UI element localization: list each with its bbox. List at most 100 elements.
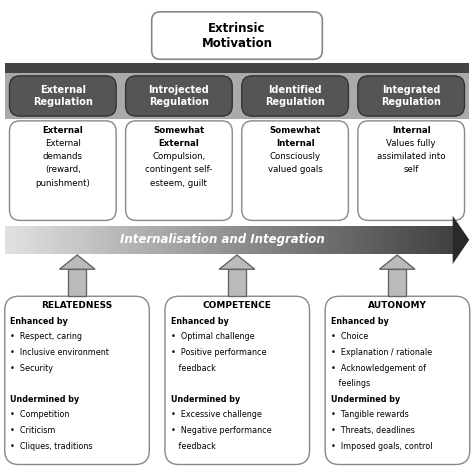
- Polygon shape: [201, 226, 207, 254]
- Polygon shape: [33, 226, 39, 254]
- Polygon shape: [329, 226, 336, 254]
- Polygon shape: [195, 226, 201, 254]
- Text: •  Respect, caring: • Respect, caring: [10, 332, 82, 341]
- Text: AUTONOMY: AUTONOMY: [368, 301, 427, 310]
- FancyBboxPatch shape: [5, 63, 469, 73]
- FancyBboxPatch shape: [126, 121, 232, 220]
- Polygon shape: [441, 226, 447, 254]
- Polygon shape: [83, 226, 89, 254]
- Polygon shape: [178, 226, 184, 254]
- Text: Integrated
Regulation: Integrated Regulation: [381, 85, 441, 107]
- Text: punishment): punishment): [36, 179, 90, 188]
- Polygon shape: [173, 226, 179, 254]
- Text: •  Cliques, traditions: • Cliques, traditions: [10, 442, 93, 451]
- Polygon shape: [122, 226, 128, 254]
- Polygon shape: [369, 226, 375, 254]
- Polygon shape: [246, 226, 252, 254]
- Text: •  Excessive challenge: • Excessive challenge: [171, 410, 262, 419]
- Polygon shape: [408, 226, 414, 254]
- FancyBboxPatch shape: [126, 76, 232, 116]
- Polygon shape: [273, 226, 280, 254]
- Text: •  Negative performance: • Negative performance: [171, 426, 271, 435]
- Polygon shape: [134, 226, 139, 254]
- Text: •  Positive performance: • Positive performance: [171, 348, 266, 357]
- Polygon shape: [21, 226, 27, 254]
- Polygon shape: [413, 226, 419, 254]
- Text: feedback: feedback: [171, 442, 216, 451]
- Polygon shape: [61, 226, 67, 254]
- Polygon shape: [380, 226, 386, 254]
- FancyBboxPatch shape: [165, 296, 310, 465]
- FancyBboxPatch shape: [358, 121, 465, 220]
- Polygon shape: [167, 226, 173, 254]
- Text: Values fully: Values fully: [386, 139, 436, 148]
- Polygon shape: [5, 226, 11, 254]
- FancyBboxPatch shape: [152, 12, 322, 59]
- FancyBboxPatch shape: [9, 121, 116, 220]
- Polygon shape: [145, 226, 151, 254]
- Text: Undermined by: Undermined by: [331, 395, 400, 404]
- Text: Undermined by: Undermined by: [171, 395, 240, 404]
- Polygon shape: [219, 255, 255, 269]
- Polygon shape: [206, 226, 212, 254]
- Text: Undermined by: Undermined by: [10, 395, 80, 404]
- Polygon shape: [447, 226, 453, 254]
- Polygon shape: [156, 226, 162, 254]
- Text: •  Criticism: • Criticism: [10, 426, 56, 435]
- Text: Extrinsic
Motivation: Extrinsic Motivation: [201, 21, 273, 50]
- Text: •  Optimal challenge: • Optimal challenge: [171, 332, 254, 341]
- Polygon shape: [436, 226, 442, 254]
- Text: feelings: feelings: [331, 379, 370, 388]
- Polygon shape: [391, 226, 397, 254]
- Text: External: External: [43, 126, 83, 135]
- Polygon shape: [397, 226, 403, 254]
- Polygon shape: [385, 226, 392, 254]
- Polygon shape: [402, 226, 408, 254]
- Polygon shape: [335, 226, 341, 254]
- Polygon shape: [324, 226, 330, 254]
- Text: Identified
Regulation: Identified Regulation: [265, 85, 325, 107]
- Text: Introjected
Regulation: Introjected Regulation: [148, 85, 210, 107]
- Text: Somewhat: Somewhat: [153, 126, 205, 135]
- Text: contingent self-: contingent self-: [146, 165, 212, 174]
- Polygon shape: [66, 226, 73, 254]
- Polygon shape: [419, 226, 425, 254]
- Polygon shape: [240, 226, 246, 254]
- Text: •  Security: • Security: [10, 364, 54, 373]
- Polygon shape: [184, 226, 190, 254]
- Polygon shape: [111, 226, 117, 254]
- Polygon shape: [60, 255, 95, 269]
- Polygon shape: [319, 226, 324, 254]
- Polygon shape: [388, 269, 406, 296]
- Polygon shape: [117, 226, 123, 254]
- Text: •  Explanation / rationale: • Explanation / rationale: [331, 348, 432, 357]
- Polygon shape: [16, 226, 22, 254]
- Text: •  Competition: • Competition: [10, 410, 70, 419]
- Polygon shape: [352, 226, 358, 254]
- Polygon shape: [268, 226, 274, 254]
- Text: (reward,: (reward,: [45, 165, 81, 174]
- Polygon shape: [228, 269, 246, 296]
- Text: self: self: [403, 165, 419, 174]
- Polygon shape: [357, 226, 364, 254]
- Polygon shape: [94, 226, 100, 254]
- Polygon shape: [346, 226, 352, 254]
- Text: esteem, guilt: esteem, guilt: [151, 179, 207, 188]
- Text: •  Tangible rewards: • Tangible rewards: [331, 410, 409, 419]
- FancyBboxPatch shape: [358, 76, 465, 116]
- Polygon shape: [363, 226, 369, 254]
- Polygon shape: [430, 226, 437, 254]
- Polygon shape: [128, 226, 134, 254]
- Polygon shape: [341, 226, 347, 254]
- Text: External: External: [45, 139, 81, 148]
- Polygon shape: [139, 226, 145, 254]
- Polygon shape: [162, 226, 168, 254]
- Polygon shape: [212, 226, 218, 254]
- Polygon shape: [279, 226, 285, 254]
- Polygon shape: [234, 226, 240, 254]
- Text: RELATEDNESS: RELATEDNESS: [41, 301, 113, 310]
- FancyBboxPatch shape: [242, 76, 348, 116]
- Text: Internal: Internal: [276, 139, 314, 148]
- Text: •  Acknowledgement of: • Acknowledgement of: [331, 364, 426, 373]
- Polygon shape: [313, 226, 319, 254]
